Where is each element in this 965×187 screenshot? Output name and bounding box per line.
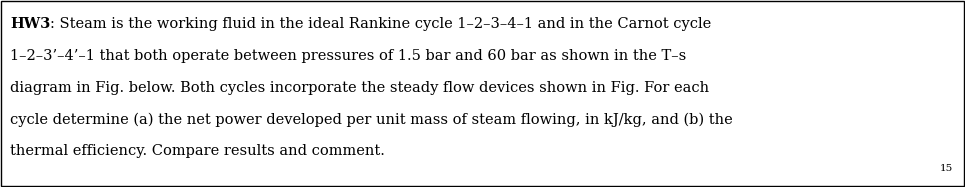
Text: cycle determine (a) the net power developed per unit mass of steam flowing, in k: cycle determine (a) the net power develo… xyxy=(10,113,732,127)
Text: HW3: HW3 xyxy=(10,17,50,31)
Text: 15: 15 xyxy=(940,164,953,173)
Text: 1–2–3’–4’–1 that both operate between pressures of 1.5 bar and 60 bar as shown i: 1–2–3’–4’–1 that both operate between pr… xyxy=(10,49,686,63)
Text: thermal efficiency. Compare results and comment.: thermal efficiency. Compare results and … xyxy=(10,144,385,158)
Text: : Steam is the working fluid in the ideal Rankine cycle 1–2–3–4–1 and in the Car: : Steam is the working fluid in the idea… xyxy=(50,17,711,31)
Text: diagram in Fig. below. Both cycles incorporate the steady flow devices shown in : diagram in Fig. below. Both cycles incor… xyxy=(10,81,709,95)
